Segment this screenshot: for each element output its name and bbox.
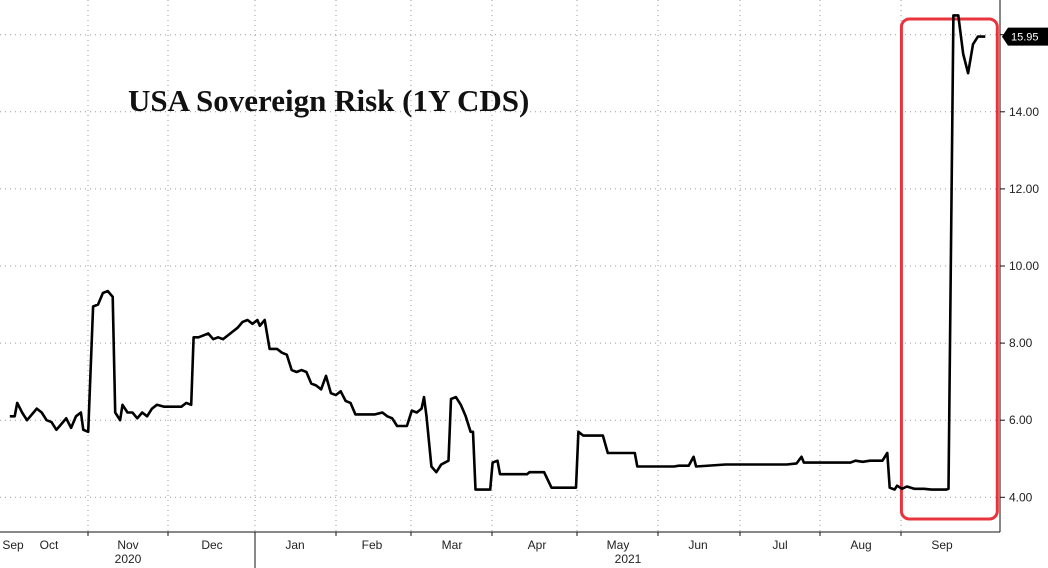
tick-layer: 4.00 6.00 8.00 10.00 12.00 14.00 Sep Oct Nov Dec J…	[2, 34, 1039, 568]
y-tick-label: 6.00	[1009, 413, 1033, 427]
x-tick-label: Oct	[40, 538, 59, 552]
x-tick-label: Jun	[688, 538, 707, 552]
x-tick-label: Aug	[850, 538, 871, 552]
x-tick-label: Mar	[442, 538, 463, 552]
y-tick-label: 10.00	[1009, 259, 1039, 273]
year-label: 2020	[115, 552, 142, 566]
x-tick-label: Apr	[528, 538, 547, 552]
last-value-badge: 15.95	[1002, 27, 1048, 46]
x-tick-label: Sep	[931, 538, 953, 552]
x-tick-label: Dec	[201, 538, 222, 552]
x-tick-label: Feb	[362, 538, 383, 552]
series-line	[9, 14, 986, 491]
highlight-layer	[899, 17, 999, 521]
x-tick-label: Nov	[117, 538, 138, 552]
last-value-label: 15.95	[1011, 32, 1039, 44]
x-tick-label: Sep	[2, 538, 24, 552]
y-tick-label: 14.00	[1009, 105, 1039, 119]
y-tick-label: 12.00	[1009, 182, 1039, 196]
series-layer	[9, 14, 986, 491]
x-tick-label: Jan	[285, 538, 304, 552]
y-tick-label: 4.00	[1009, 490, 1033, 504]
highlight-box	[899, 17, 999, 521]
chart-title: USA Sovereign Risk (1Y CDS)	[128, 83, 529, 118]
x-tick-label: Jul	[772, 538, 787, 552]
year-label: 2021	[615, 552, 642, 566]
last-value-badge-shape	[1002, 27, 1048, 46]
y-tick-label: 8.00	[1009, 336, 1033, 350]
x-tick-label: May	[607, 538, 630, 552]
